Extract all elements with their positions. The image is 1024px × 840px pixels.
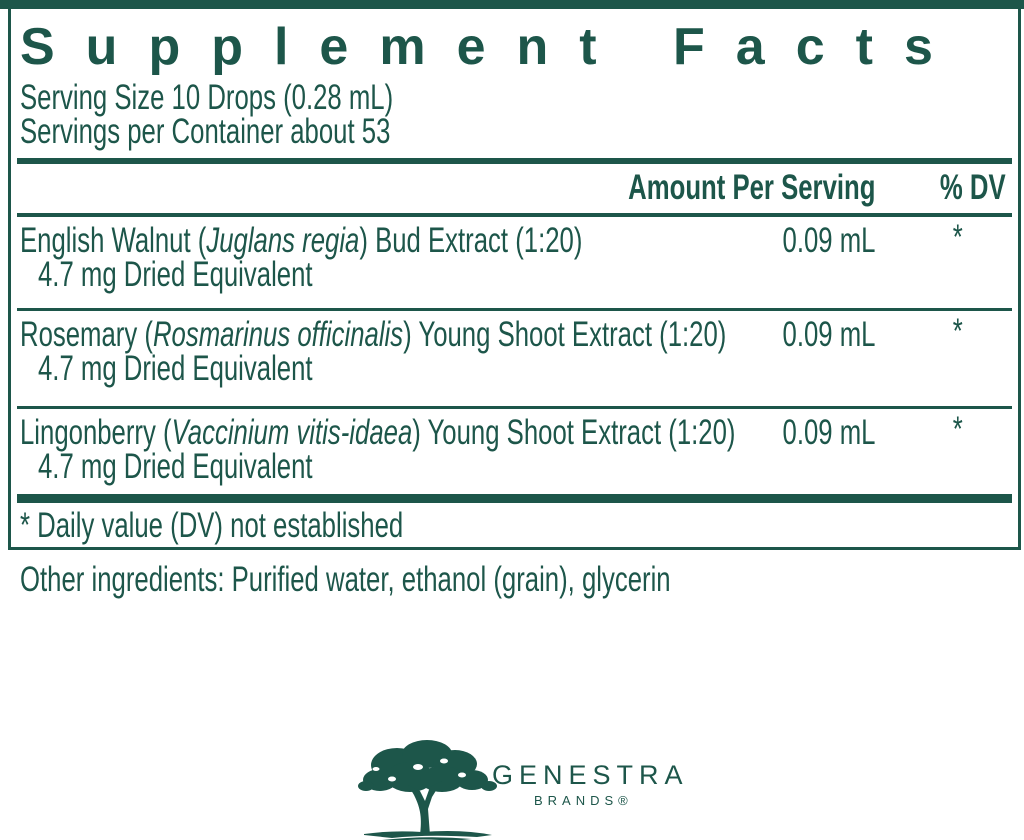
- table-header-row: Amount Per Serving % DV: [20, 170, 1009, 206]
- supplement-facts-panel: Supplement Facts Serving Size 10 Drops (…: [8, 9, 1021, 550]
- dv-value: *: [952, 312, 964, 351]
- servings-per-container: Servings per Container about 53: [20, 112, 391, 151]
- divider-below-header: [17, 213, 1012, 217]
- divider-thick-bottom: [17, 494, 1012, 503]
- dv-value: *: [952, 218, 964, 257]
- brand-subname: BRANDS®: [534, 793, 633, 808]
- footnote: * Daily value (DV) not established: [20, 506, 404, 545]
- brand-name: GENESTRA: [492, 760, 689, 790]
- other-ingredients: Other ingredients: Purified water, ethan…: [20, 560, 671, 599]
- column-header-amount: Amount Per Serving: [627, 168, 875, 207]
- label-top-rule: [0, 0, 1024, 9]
- divider-row: [17, 308, 1012, 311]
- amount-value: 0.09 mL: [782, 413, 875, 452]
- ingredient-row: Lingonberry (Vaccinium vitis-idaea) Youn…: [20, 409, 1009, 494]
- serving-info: Serving Size 10 Drops (0.28 mL) Servings…: [20, 78, 1009, 151]
- ingredient-row: English Walnut (Juglans regia) Bud Extra…: [20, 217, 1009, 308]
- dv-value: *: [952, 410, 964, 449]
- ingredient-row: Rosemary (Rosmarinus officinalis) Young …: [20, 311, 1009, 406]
- divider-row: [17, 406, 1012, 409]
- brand-text: GENESTRA BRANDS®: [492, 760, 689, 809]
- panel-title: Supplement Facts: [20, 18, 964, 76]
- divider-thick-top: [17, 158, 1012, 164]
- ingredient-name: Lingonberry (Vaccinium vitis-idaea) Youn…: [20, 413, 736, 452]
- serving-size: Serving Size 10 Drops (0.28 mL): [20, 78, 394, 117]
- oak-tree-icon: [358, 740, 497, 840]
- ingredient-subtext: 4.7 mg Dried Equivalent: [38, 255, 313, 294]
- ingredient-latin-name: Juglans regia: [206, 221, 360, 260]
- ingredient-latin-name: Vaccinium vitis-idaea: [171, 413, 413, 452]
- ingredient-name: Rosemary (Rosmarinus officinalis) Young …: [20, 315, 727, 354]
- ingredient-subtext: 4.7 mg Dried Equivalent: [38, 349, 313, 388]
- ingredient-name: English Walnut (Juglans regia) Bud Extra…: [20, 221, 583, 260]
- ingredient-latin-name: Rosmarinus officinalis: [152, 315, 404, 354]
- ingredient-subtext: 4.7 mg Dried Equivalent: [38, 447, 313, 486]
- brand-logo: GENESTRA BRANDS®: [0, 733, 1024, 840]
- column-header-dv: % DV: [939, 168, 1006, 207]
- amount-value: 0.09 mL: [782, 221, 875, 260]
- amount-value: 0.09 mL: [782, 315, 875, 354]
